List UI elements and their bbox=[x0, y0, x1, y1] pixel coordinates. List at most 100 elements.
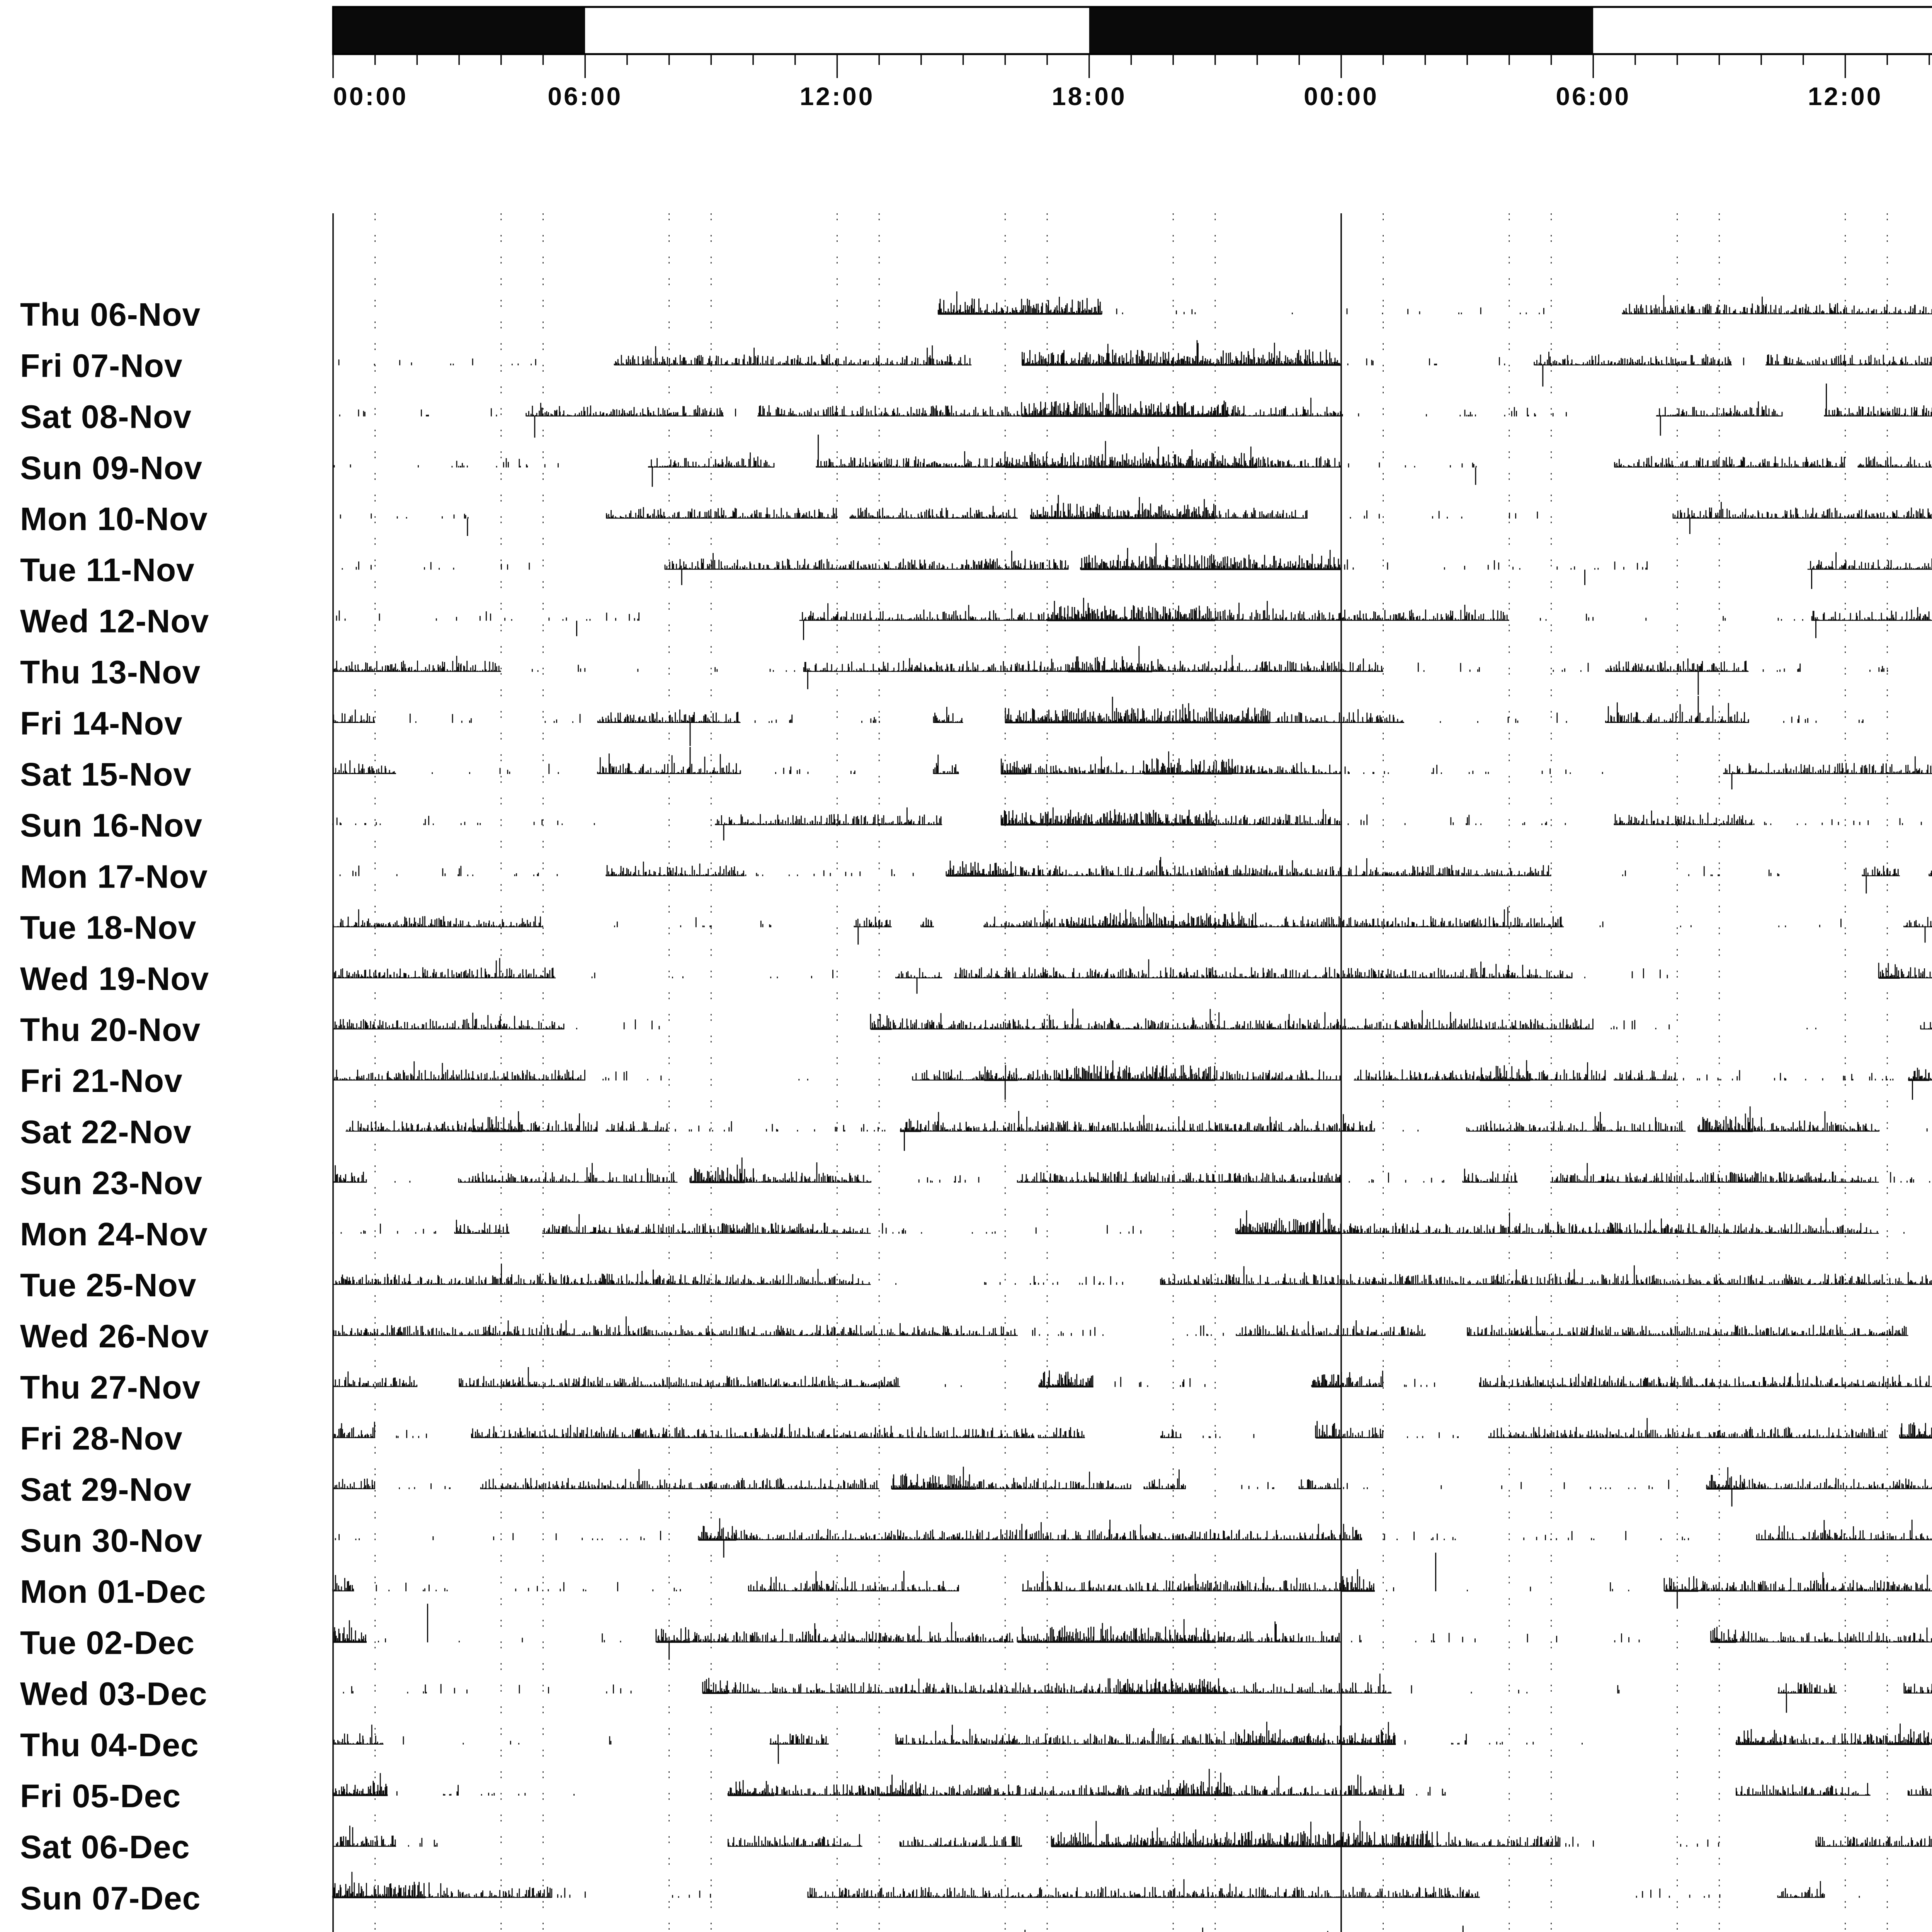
activity-trace bbox=[333, 1157, 1342, 1183]
date-label: Fri 21-Nov bbox=[20, 1063, 183, 1099]
activity-trace bbox=[1342, 401, 1932, 417]
activity-trace bbox=[1340, 1163, 1930, 1183]
light-dark-segment-dark bbox=[1089, 7, 1594, 54]
actogram-row: Sun 09-Nov bbox=[20, 434, 1932, 487]
activity-trace bbox=[1340, 961, 1932, 978]
activity-trace bbox=[1346, 295, 1932, 315]
activity-trace bbox=[332, 807, 1342, 825]
actogram-row: Fri 21-Nov bbox=[20, 1060, 1932, 1100]
date-label: Fri 07-Nov bbox=[20, 347, 183, 384]
activity-trace bbox=[333, 1316, 1342, 1336]
date-label: Fri 14-Nov bbox=[20, 705, 183, 742]
activity-trace bbox=[1024, 1927, 1328, 1932]
activity-trace bbox=[1340, 756, 1932, 774]
light-dark-segment-light bbox=[1593, 7, 1932, 54]
actogram-row: Thu 06-Nov bbox=[20, 291, 1932, 333]
activity-trace bbox=[1340, 1774, 1931, 1796]
activity-trace bbox=[340, 495, 1308, 519]
activity-trace bbox=[1341, 1569, 1932, 1592]
date-label: Thu 04-Dec bbox=[20, 1727, 199, 1763]
date-label: Wed 03-Dec bbox=[20, 1676, 207, 1712]
actogram-row: Mon 17-Nov bbox=[20, 857, 1932, 895]
activity-trace bbox=[1341, 658, 1888, 672]
activity-trace bbox=[332, 1571, 1342, 1592]
activity-trace bbox=[334, 1466, 1341, 1489]
light-dark-segment-light bbox=[585, 7, 1089, 54]
actogram-row: Sun 23-Nov bbox=[20, 1157, 1930, 1201]
gridlines bbox=[332, 213, 1888, 1932]
actogram-row: Wed 12-Nov bbox=[20, 598, 1932, 640]
date-label: Tue 11-Nov bbox=[20, 552, 195, 588]
date-label: Mon 10-Nov bbox=[20, 501, 208, 537]
activity-trace bbox=[1340, 1010, 1932, 1029]
time-axis-ticks bbox=[332, 54, 1930, 78]
activity-trace bbox=[1341, 1673, 1932, 1694]
date-label: Thu 06-Nov bbox=[20, 296, 201, 333]
time-axis-label: 06:00 bbox=[1556, 82, 1631, 111]
light-dark-bar bbox=[332, 6, 1932, 55]
actogram-row: Fri 07-Nov bbox=[20, 340, 1932, 387]
actogram-row: Tue 02-Dec bbox=[20, 1604, 1932, 1661]
date-label: Tue 18-Nov bbox=[20, 910, 197, 946]
actogram-row: Sun 07-Dec bbox=[20, 1872, 1860, 1916]
date-label: Sat 06-Dec bbox=[20, 1829, 190, 1865]
activity-trace bbox=[937, 291, 1293, 315]
activity-trace bbox=[1340, 1519, 1932, 1540]
actogram-row: Tue 18-Nov bbox=[20, 906, 1932, 946]
activity-trace bbox=[346, 1111, 1342, 1132]
actogram-row: Wed 19-Nov bbox=[20, 958, 1932, 997]
activity-trace bbox=[1341, 605, 1931, 621]
date-label: Mon 24-Nov bbox=[20, 1216, 208, 1252]
date-label: Mon 17-Nov bbox=[20, 858, 208, 895]
activity-trace bbox=[1341, 1881, 1860, 1898]
date-label: Sat 15-Nov bbox=[20, 756, 192, 793]
date-label: Sun 09-Nov bbox=[20, 450, 202, 486]
actogram-row: Sat 15-Nov bbox=[20, 747, 1932, 793]
actogram-row: Sun 30-Nov bbox=[20, 1518, 1932, 1559]
date-label: Sun 23-Nov bbox=[20, 1165, 202, 1201]
actogram-row: Sat 06-Dec bbox=[20, 1821, 1932, 1865]
time-axis-label: 06:00 bbox=[548, 82, 622, 111]
date-label: Tue 25-Nov bbox=[20, 1267, 197, 1303]
date-label: Fri 05-Dec bbox=[20, 1778, 181, 1814]
time-axis-label: 00:00 bbox=[333, 82, 408, 111]
activity-trace bbox=[333, 751, 1341, 774]
actogram-row: Fri 14-Nov bbox=[20, 696, 1864, 746]
activity-trace bbox=[1348, 456, 1931, 468]
date-label: Sat 08-Nov bbox=[20, 399, 192, 435]
activity-trace bbox=[1344, 552, 1932, 570]
activity-trace bbox=[332, 1009, 1342, 1029]
time-axis-label: 12:00 bbox=[1808, 82, 1883, 111]
date-label: Sat 22-Nov bbox=[20, 1114, 192, 1150]
date-label: Mon 08-Dec bbox=[20, 1931, 206, 1932]
actogram-row: Thu 13-Nov bbox=[20, 646, 1888, 695]
time-axis-label: 00:00 bbox=[1304, 82, 1379, 111]
actogram-row: Sat 22-Nov bbox=[20, 1106, 1928, 1151]
actogram-row: Wed 03-Dec bbox=[20, 1673, 1932, 1713]
actogram-row: Tue 25-Nov bbox=[20, 1264, 1932, 1303]
activity-trace bbox=[1340, 1722, 1932, 1745]
activity-trace bbox=[332, 1872, 1341, 1898]
actogram-row: Sat 08-Nov bbox=[20, 383, 1932, 438]
actogram-row: Mon 08-Dec bbox=[20, 1925, 1464, 1932]
activity-trace bbox=[333, 1367, 1342, 1387]
actogram-row: Mon 10-Nov bbox=[20, 495, 1932, 537]
activity-trace bbox=[1347, 810, 1922, 825]
date-label: Wed 12-Nov bbox=[20, 603, 209, 639]
actogram-row: Mon 24-Nov bbox=[20, 1210, 1905, 1252]
activity-trace bbox=[1341, 1265, 1932, 1285]
activity-trace bbox=[333, 697, 1340, 723]
activity-trace bbox=[335, 1518, 1342, 1540]
date-label: Thu 13-Nov bbox=[20, 654, 201, 690]
time-axis-label: 12:00 bbox=[800, 82, 875, 111]
date-label: Sun 30-Nov bbox=[20, 1522, 202, 1559]
date-label: Fri 28-Nov bbox=[20, 1420, 183, 1457]
date-label: Sun 07-Dec bbox=[20, 1880, 201, 1916]
activity-trace bbox=[1340, 1821, 1932, 1847]
activity-trace bbox=[339, 857, 1341, 876]
activity-trace bbox=[332, 393, 1341, 417]
activity-trace bbox=[1340, 1371, 1930, 1387]
activity-trace bbox=[332, 1210, 1342, 1234]
actogram-row: Wed 26-Nov bbox=[20, 1316, 1908, 1354]
